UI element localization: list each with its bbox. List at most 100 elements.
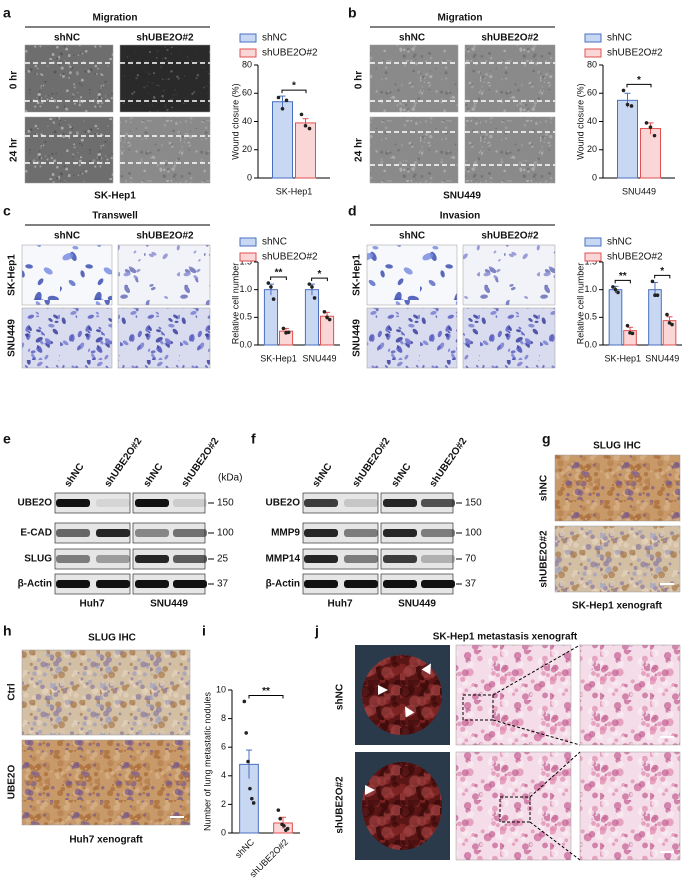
column-label: shNC: [142, 462, 166, 490]
micrograph: [21, 649, 191, 736]
micrograph: [366, 307, 458, 369]
data-point: [611, 285, 615, 289]
y-axis-label: Relative cell number: [230, 263, 240, 345]
y-tick-label: 40: [587, 116, 597, 126]
micrograph: [24, 44, 114, 113]
histology-zoom: [579, 751, 681, 861]
micrograph: [21, 739, 191, 826]
micrograph: [554, 454, 681, 522]
x-tick-label: SNU449: [645, 353, 679, 363]
y-tick-label: 60: [242, 88, 252, 98]
data-point: [613, 287, 618, 292]
significance: **: [262, 686, 270, 697]
caption: Huh7 xenograft: [69, 835, 143, 846]
row-label: SK-Hep1: [7, 254, 18, 296]
row-label: shUBE2O#2: [539, 530, 550, 588]
data-point: [278, 816, 282, 821]
row-label: 24 hr: [354, 138, 365, 162]
marker-label: 37: [465, 579, 477, 590]
lung: [362, 655, 442, 735]
significance: *: [318, 269, 322, 280]
legend-label: shUBE2O#2: [607, 252, 663, 263]
data-point: [250, 796, 254, 801]
y-tick-label: 8: [221, 713, 226, 723]
legend-swatch: [239, 252, 257, 262]
row-label: shUBE2O#2: [335, 776, 346, 834]
panel-label: d: [348, 203, 357, 219]
data-point: [280, 106, 285, 111]
panel-title: SLUG IHC: [593, 441, 641, 452]
x-tick-label: shNC: [233, 837, 256, 860]
y-axis-label: Wound closure (%): [575, 83, 585, 159]
data-point: [242, 699, 247, 704]
caption: SK-Hep1 xenograft: [572, 601, 663, 612]
micrograph: [366, 244, 458, 306]
panel-title: Migration: [438, 13, 483, 24]
y-tick-label: 1.0: [584, 284, 597, 294]
column-label: shUBE2O#2: [481, 231, 539, 242]
bar: [648, 289, 662, 346]
marker-label: 100: [465, 528, 482, 539]
legend-label: shUBE2O#2: [607, 48, 663, 59]
data-point: [616, 290, 620, 295]
data-point: [653, 293, 657, 298]
y-tick-label: 0.0: [239, 339, 252, 349]
significance: *: [637, 75, 641, 86]
micrograph: [119, 44, 211, 113]
data-point: [665, 312, 669, 317]
panel-title: SLUG IHC: [88, 633, 136, 644]
legend-swatch: [584, 48, 602, 58]
arrowhead: [365, 785, 375, 795]
y-tick-label: 0.5: [239, 312, 252, 322]
micrograph: [21, 244, 113, 306]
micrograph: [119, 116, 211, 184]
arrowhead: [405, 706, 415, 718]
micrograph: [554, 525, 681, 593]
data-point: [303, 123, 308, 128]
micrograph: [464, 116, 556, 184]
bar: [272, 101, 293, 179]
sig-bracket: [281, 89, 307, 94]
data-point: [648, 125, 653, 129]
data-point: [248, 786, 252, 791]
micrograph: [462, 307, 556, 369]
micrograph: [462, 244, 556, 306]
y-tick-label: 0: [247, 172, 252, 182]
data-point: [310, 285, 314, 289]
legend-label: shUBE2O#2: [262, 48, 318, 59]
row-label: β-Actin: [18, 579, 52, 590]
panel-label: a: [3, 5, 11, 21]
legend-label: shUBE2O#2: [262, 252, 318, 263]
y-tick-label: 20: [242, 144, 252, 154]
legend-label: shNC: [262, 237, 287, 248]
panel-label: h: [3, 623, 12, 639]
legend-label: shNC: [262, 33, 287, 44]
micrograph: [117, 244, 211, 306]
caption: SK-Hep1: [94, 191, 136, 202]
significance: **: [619, 271, 627, 282]
data-point: [282, 824, 286, 828]
panel-label: f: [251, 431, 256, 447]
bar: [304, 289, 320, 346]
histology: [455, 751, 572, 861]
panel-title: Invasion: [440, 211, 481, 222]
data-point: [655, 293, 660, 298]
column-label: shNC: [390, 462, 414, 490]
bar: [608, 289, 623, 346]
y-tick-label: 10: [216, 684, 226, 694]
bar: [617, 99, 638, 179]
caption: SNU449: [443, 191, 481, 202]
column-label: shUBE2O#2: [428, 436, 470, 490]
legend-swatch: [239, 237, 257, 247]
panel-label: c: [3, 203, 11, 219]
bar: [263, 289, 279, 346]
row-label: UBE2O: [7, 765, 18, 800]
data-point: [650, 279, 655, 284]
panel-label: g: [542, 431, 551, 447]
panel-title: SK-Hep1 metastasis xenograft: [433, 632, 578, 643]
data-point: [307, 126, 312, 131]
x-tick-label: SK-Hep1: [604, 353, 641, 363]
panel-label: b: [348, 5, 357, 21]
x-tick-label: SNU449: [622, 186, 656, 196]
